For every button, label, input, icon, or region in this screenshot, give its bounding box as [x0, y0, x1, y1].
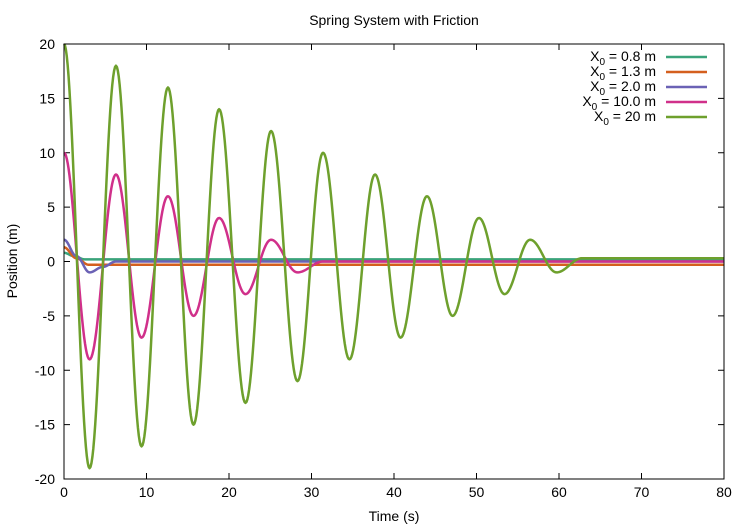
legend-label-3: X0 = 10.0 m	[582, 93, 656, 113]
y-axis-label: Position (m)	[4, 224, 20, 299]
series-line-4	[62, 43, 724, 470]
y-tick-label: -15	[35, 417, 55, 433]
plot-frame	[63, 43, 725, 480]
legend-label-2: X0 = 2.0 m	[590, 78, 656, 98]
x-axis-label: Time (s)	[369, 508, 420, 524]
y-tick-label: 0	[47, 254, 55, 270]
x-tick-label: 20	[221, 484, 237, 500]
y-tick-label: -10	[35, 362, 55, 378]
y-tick-label: 10	[39, 145, 55, 161]
x-tick-label: 40	[386, 484, 402, 500]
legend-label-4: X0 = 20 m	[594, 108, 656, 128]
y-tick-label: -5	[43, 308, 56, 324]
legend-label-0: X0 = 0.8 m	[590, 48, 656, 68]
ticks-layer: 0 10 20 30 40 50 60 70 80 -20 -15 -10 -5 0 5 10 15 20	[35, 36, 732, 500]
x-tick-label: 0	[60, 484, 68, 500]
series-line-3	[63, 151, 724, 361]
x-tick-label: 30	[304, 484, 320, 500]
y-tick-label: 5	[47, 199, 55, 215]
chart-title: Spring System with Friction	[309, 12, 479, 28]
y-tick-label: 15	[39, 90, 55, 106]
x-tick-label: 80	[716, 484, 732, 500]
legend-label-1: X0 = 1.3 m	[590, 63, 656, 83]
x-tick-label: 60	[551, 484, 567, 500]
y-tick-label: -20	[35, 471, 55, 487]
series-layer	[62, 43, 724, 470]
x-tick-label: 70	[634, 484, 650, 500]
legend: X0 = 0.8 mX0 = 1.3 mX0 = 2.0 mX0 = 10.0 …	[582, 48, 707, 128]
x-tick-label: 10	[139, 484, 155, 500]
y-tick-label: 20	[39, 36, 55, 52]
x-tick-label: 50	[469, 484, 485, 500]
series-line-2	[63, 238, 724, 274]
